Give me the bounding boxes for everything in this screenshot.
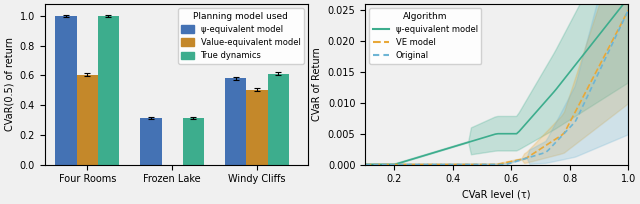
Bar [98, 16, 119, 165]
Legend: ψ-equivalent model, Value-equivalent model, True dynamics: ψ-equivalent model, Value-equivalent mod… [178, 8, 304, 63]
Bar [225, 78, 246, 165]
Legend: ψ-equivalent model, VE model, Original: ψ-equivalent model, VE model, Original [369, 8, 481, 63]
Bar [77, 75, 98, 165]
Bar [268, 74, 289, 165]
Bar [183, 118, 204, 165]
Y-axis label: CVaR of Return: CVaR of Return [312, 48, 322, 121]
X-axis label: CVaR level (τ): CVaR level (τ) [463, 190, 531, 200]
Bar [246, 90, 268, 165]
Bar [56, 16, 77, 165]
Bar [140, 118, 161, 165]
Y-axis label: CVaR(0.5) of return: CVaR(0.5) of return [4, 37, 14, 131]
